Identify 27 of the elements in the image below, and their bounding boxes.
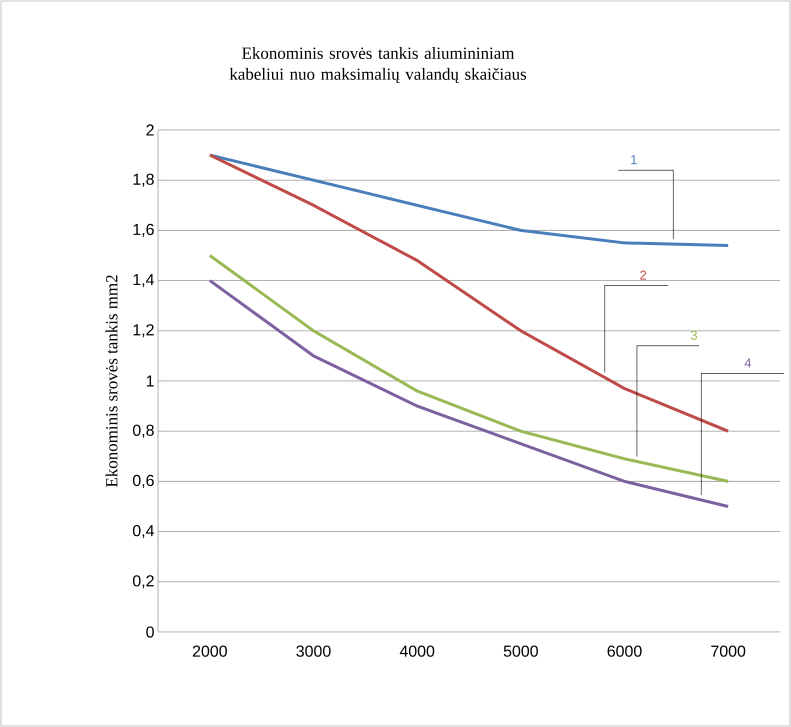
y-tick-label: 2 bbox=[146, 124, 154, 136]
text: 3 bbox=[690, 330, 697, 340]
line-series bbox=[208, 154, 730, 433]
line-series bbox=[208, 154, 730, 247]
x-tick-label: 2000 bbox=[192, 646, 227, 657]
x-tick-label: 6000 bbox=[608, 646, 642, 657]
y-tick-label: 1,8 bbox=[134, 174, 154, 187]
x-tick-label: 5000 bbox=[504, 646, 538, 657]
y-tick-label: 0,8 bbox=[132, 424, 154, 438]
y-tick-label: 1,2 bbox=[134, 324, 154, 338]
text: 2 bbox=[640, 270, 646, 280]
chart-title: Ekonominis srovės tankis aliumininiam kabeliui nuo maksimalių valandų skaičiaus bbox=[230, 46, 526, 83]
y-tick-label: 0,6 bbox=[132, 474, 154, 488]
x-tick-label: 7000 bbox=[711, 646, 746, 657]
y-axis-title: Ekonominis srovės tankis mm2 bbox=[106, 275, 118, 488]
y-tick-label: 0,2 bbox=[132, 575, 154, 588]
line-series bbox=[208, 254, 730, 483]
y-tick-label: 1 bbox=[146, 376, 154, 386]
x-tick-label: 4000 bbox=[400, 646, 434, 657]
y-tick-label: 1,4 bbox=[134, 274, 154, 288]
y-tick-label: 0,4 bbox=[132, 525, 154, 538]
line-series bbox=[208, 279, 730, 508]
y-tick-label: 0 bbox=[146, 626, 154, 638]
x-tick-label: 3000 bbox=[296, 646, 331, 657]
text: 1 bbox=[631, 155, 637, 164]
text: 4 bbox=[744, 358, 752, 368]
y-tick-label: 1,6 bbox=[134, 224, 154, 237]
